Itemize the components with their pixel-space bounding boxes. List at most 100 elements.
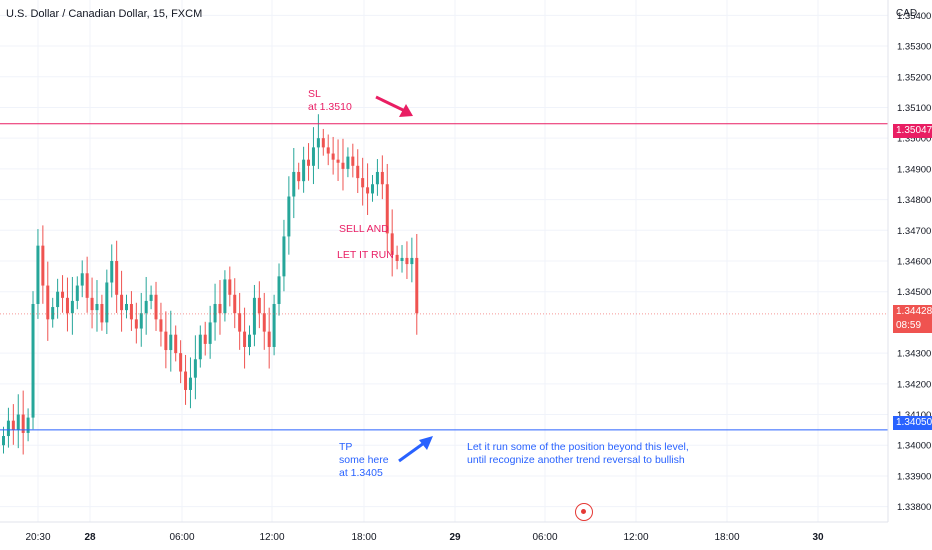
candle-body — [341, 162, 345, 169]
candle-body — [248, 334, 251, 347]
time-tick-label: 18:00 — [714, 532, 739, 543]
candle-body — [208, 322, 212, 344]
candle-body — [61, 291, 65, 298]
time-tick-label: 18:00 — [351, 532, 376, 543]
sl-arrow[interactable] — [375, 95, 413, 117]
candle-body — [272, 303, 276, 347]
candle-body — [188, 377, 192, 390]
candle-body — [105, 282, 109, 323]
candle-body — [351, 156, 355, 166]
chart-title: U.S. Dollar / Canadian Dollar, 15, FXCM — [6, 8, 203, 20]
candle-body — [385, 184, 389, 234]
sell-annotation-line1[interactable]: SELL AND — [339, 223, 389, 235]
candle-body — [31, 303, 35, 418]
candle-body — [184, 371, 188, 390]
candle-body — [238, 313, 242, 332]
candle-body — [262, 313, 266, 332]
candle-body — [95, 303, 99, 311]
candle-body — [390, 233, 394, 255]
candle-body — [267, 331, 271, 347]
candle-body — [361, 178, 365, 188]
candle-body — [282, 236, 286, 277]
time-tick-label: 28 — [84, 532, 96, 543]
candle-body — [356, 165, 360, 179]
price-tick-label: 1.34500 — [897, 287, 931, 298]
candle-body — [336, 159, 340, 163]
candle-body — [198, 334, 202, 360]
price-tick-label: 1.34200 — [897, 379, 931, 390]
candle-body — [203, 334, 207, 344]
candle-body — [243, 331, 247, 347]
candle-body — [100, 303, 104, 323]
candle-body — [125, 303, 128, 311]
candle-body — [233, 294, 237, 314]
price-axis-labels: 1.35400 1.35300 1.35200 1.35100 1.35000 1.349… — [897, 11, 931, 513]
candle-body — [292, 171, 296, 197]
candle-body — [302, 159, 306, 182]
price-tick-label: 1.34700 — [897, 226, 931, 237]
sl-price-badge: 1.35047 — [893, 124, 932, 138]
price-tick-label: 1.35300 — [897, 42, 931, 53]
candle-body — [85, 273, 89, 298]
candle-body — [70, 300, 74, 314]
candle-body — [228, 279, 232, 295]
candle-body — [371, 184, 374, 194]
price-tick-label: 1.34900 — [897, 164, 931, 175]
candle-body — [307, 159, 311, 166]
price-tick-label: 1.35000 — [897, 134, 931, 145]
currency-label: CAD — [896, 8, 918, 19]
candle-body — [331, 153, 335, 160]
candle-body — [179, 353, 183, 372]
price-tick-label: 1.34000 — [897, 441, 931, 452]
time-tick-label: 20:30 — [25, 532, 50, 543]
price-tick-label: 1.35400 — [897, 11, 931, 22]
time-tick-label: 12:00 — [623, 532, 648, 543]
candle-body — [395, 254, 399, 261]
candle-body — [223, 279, 227, 314]
candle-body — [41, 245, 45, 286]
candle-body — [218, 303, 222, 314]
candle-body — [11, 420, 15, 430]
candle-body — [139, 313, 143, 329]
candle-body — [51, 307, 55, 320]
candle-body — [380, 171, 384, 185]
candle-body — [405, 257, 409, 265]
tp-arrow[interactable] — [398, 436, 433, 463]
candle-body — [277, 276, 281, 304]
tp-annotation[interactable]: TP some here at 1.3405 — [339, 441, 389, 479]
price-tick-label: 1.34600 — [897, 257, 931, 268]
candle-body — [375, 171, 379, 185]
tp-price-badge: 1.34050 — [893, 416, 932, 430]
price-tick-label: 1.35100 — [897, 103, 931, 114]
time-tick-label: 06:00 — [532, 532, 557, 543]
candle-body — [316, 138, 320, 148]
let-run-annotation[interactable]: Let it run some of the position beyond t… — [467, 441, 689, 466]
sell-annotation-line2[interactable]: LET IT RUN — [337, 249, 394, 261]
candle-body — [6, 420, 10, 437]
candle-body — [26, 417, 30, 433]
candle-body — [311, 147, 315, 166]
economic-event-icon[interactable] — [575, 503, 593, 521]
candle-body — [36, 245, 40, 304]
chart-grid — [0, 0, 888, 522]
candle-body — [56, 291, 60, 308]
candle-body — [129, 303, 133, 320]
candle-body — [159, 319, 163, 332]
candle-body — [80, 273, 84, 286]
candle-body — [164, 331, 168, 351]
time-tick-label: 12:00 — [259, 532, 284, 543]
price-tick-label: 1.34800 — [897, 195, 931, 206]
candle-body — [213, 303, 217, 323]
candle-body — [400, 257, 404, 261]
candle-body — [21, 414, 25, 433]
candle-body — [149, 294, 153, 301]
candle-series — [2, 114, 419, 455]
candle-body — [46, 285, 50, 320]
sl-annotation[interactable]: SL at 1.3510 — [308, 88, 352, 113]
time-tick-label: 29 — [449, 532, 461, 543]
candle-body — [115, 261, 119, 295]
candle-body — [252, 297, 256, 335]
candle-body — [120, 294, 124, 311]
candle-body — [75, 285, 79, 301]
